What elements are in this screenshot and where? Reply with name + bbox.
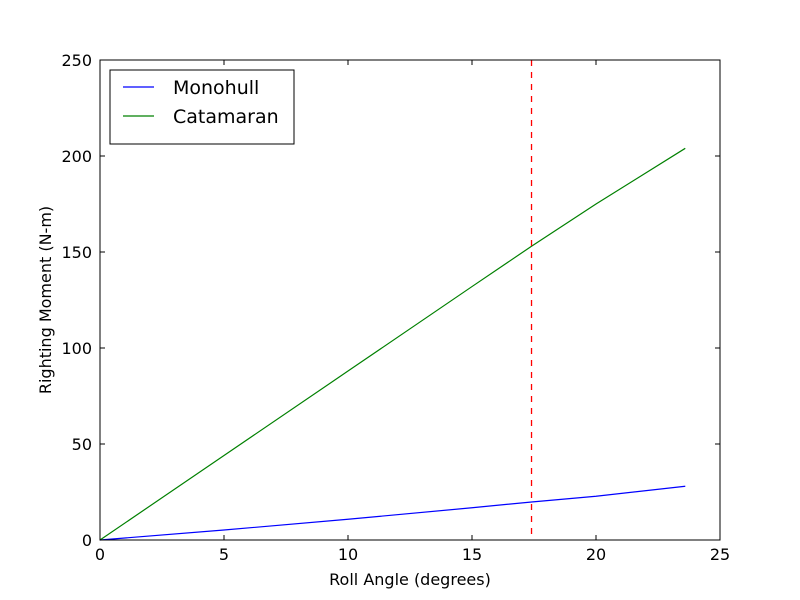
y-axis-label: Righting Moment (N-m) (36, 206, 55, 394)
x-tick-label: 25 (710, 545, 730, 564)
axes-frame (99, 59, 721, 541)
y-tick-label: 150 (61, 243, 92, 262)
x-tick-label: 20 (586, 545, 606, 564)
series-line-monohull (99, 485, 686, 541)
y-tick-label: 50 (72, 435, 92, 454)
x-axis-label: Roll Angle (degrees) (329, 570, 491, 589)
legend-box (109, 69, 295, 145)
x-tick-label: 0 (95, 545, 105, 564)
series-line-catamaran (99, 147, 686, 541)
y-tick-label: 250 (61, 51, 92, 70)
y-tick-label: 0 (82, 531, 92, 550)
y-tick-label: 200 (61, 147, 92, 166)
x-tick-label: 10 (338, 545, 358, 564)
axes-border (99, 59, 721, 541)
legend-label-monohull: Monohull (173, 77, 259, 99)
legend: Monohull Catamaran (109, 69, 295, 145)
x-tick-label: 15 (462, 545, 482, 564)
y-tick-label: 100 (61, 339, 92, 358)
plot-area (99, 60, 686, 541)
legend-label-catamaran: Catamaran (173, 106, 279, 128)
x-tick-label: 5 (219, 545, 229, 564)
